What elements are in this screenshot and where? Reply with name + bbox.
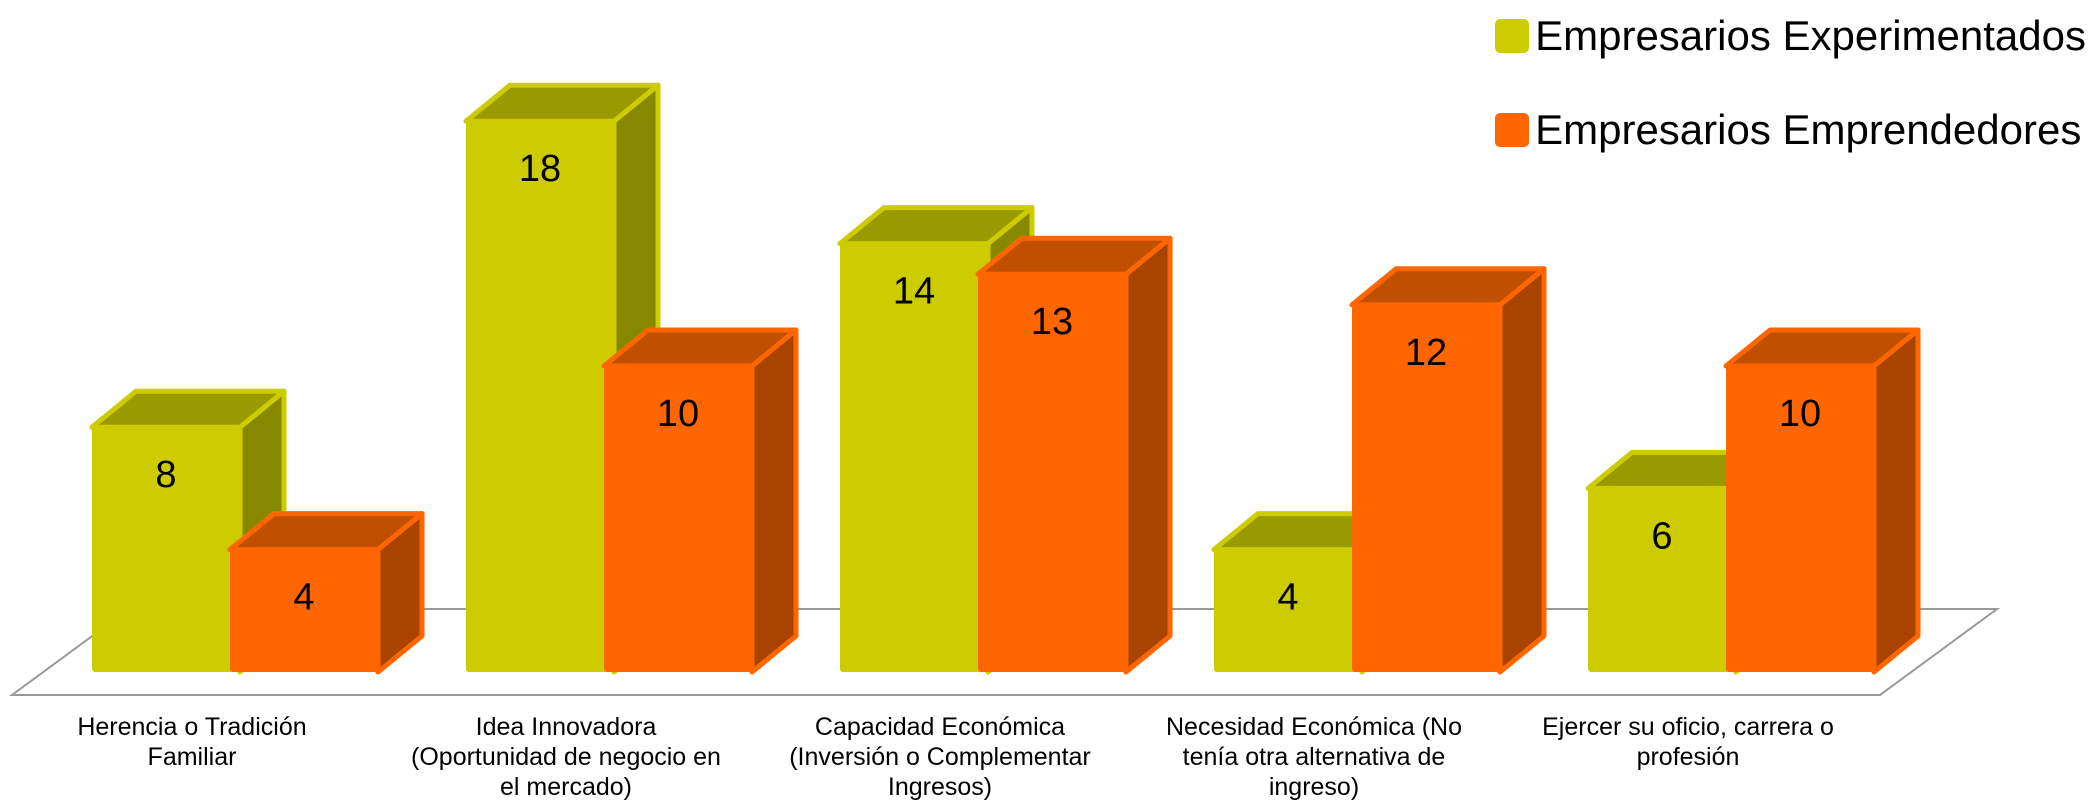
legend-swatch-emprendedores (1495, 113, 1530, 147)
data-label-experimentados-5: 6 (1651, 515, 1672, 557)
data-label-emprendedores-3: 13 (1031, 301, 1073, 343)
category-label-1-line-1: Herencia o Tradición (77, 713, 306, 741)
legend-label-experimentados: Empresarios Experimentados (1535, 12, 2086, 59)
data-label-emprendedores-5: 10 (1779, 393, 1821, 435)
bar-emprendedores-2: 10 (601, 327, 799, 675)
legend-label-emprendedores: Empresarios Emprendedores (1535, 106, 2082, 153)
bar-front-experimentados-2 (466, 121, 614, 672)
data-label-experimentados-1: 8 (155, 454, 176, 496)
bar-front-experimentados-4 (1214, 549, 1362, 672)
bar-front-experimentados-5 (1588, 488, 1736, 672)
category-label-1: Herencia o Tradición Familiar (77, 713, 306, 771)
category-label-3-line-2: (Inversión o Complementar (789, 743, 1091, 771)
bar-front-experimentados-1 (92, 427, 240, 672)
data-label-experimentados-3: 14 (893, 271, 935, 313)
bar-emprendedores-5: 10 (1723, 327, 1921, 675)
data-label-experimentados-4: 4 (1277, 577, 1298, 619)
bar-front-experimentados-3 (840, 243, 988, 672)
bar-emprendedores-1: 4 (227, 511, 425, 675)
category-label-2: Idea Innovadora (Oportunidad de negocio e… (411, 713, 721, 801)
category-label-2-line-3: el mercado) (500, 773, 632, 801)
category-label-3-line-3: Ingresos) (888, 773, 992, 801)
data-label-emprendedores-1: 4 (293, 577, 314, 619)
chart-floor (8, 608, 2001, 696)
legend-item-emprendedores: Empresarios Emprendedores (1495, 100, 2086, 160)
category-label-4: Necesidad Económica (No tenía otra altern… (1166, 713, 1462, 801)
bar-front-emprendedores-2 (604, 366, 752, 672)
category-label-4-line-3: ingreso) (1269, 773, 1359, 801)
bar-emprendedores-3: 13 (975, 235, 1173, 675)
bar-side-emprendedores-2 (749, 327, 799, 675)
category-label-5-line-2: profesión (1637, 743, 1740, 771)
category-label-2-line-1: Idea Innovadora (476, 713, 657, 741)
legend-swatch-experimentados (1495, 19, 1530, 53)
bar-emprendedores-4: 12 (1349, 266, 1547, 675)
bar-side-emprendedores-5 (1871, 327, 1921, 675)
category-label-4-line-2: tenía otra alternativa de (1183, 743, 1446, 771)
bars-group: 8 4 18 10 14 13 4 12 6 10 (89, 82, 1921, 675)
category-label-3: Capacidad Económica (Inversión o Compleme… (789, 713, 1091, 801)
bar-experimentados-2: 18 (463, 82, 661, 675)
category-label-1-line-2: Familiar (148, 743, 237, 771)
bar-front-emprendedores-1 (230, 549, 378, 672)
legend: Empresarios Experimentados Empresarios E… (1495, 6, 2086, 194)
bar-side-emprendedores-4 (1497, 266, 1547, 675)
bar-front-emprendedores-3 (978, 274, 1126, 672)
data-label-emprendedores-2: 10 (657, 393, 699, 435)
category-label-4-line-1: Necesidad Económica (No (1166, 713, 1462, 741)
legend-item-experimentados: Empresarios Experimentados (1495, 6, 2086, 66)
bar-side-emprendedores-3 (1123, 235, 1173, 675)
category-label-3-line-1: Capacidad Económica (815, 713, 1065, 741)
category-labels-group: Herencia o Tradición Familiar Idea Innovad… (77, 713, 1834, 801)
category-label-5: Ejercer su oficio, carrera o profesión (1542, 713, 1834, 771)
data-label-experimentados-2: 18 (519, 148, 561, 190)
category-label-2-line-2: (Oportunidad de negocio en (411, 743, 721, 771)
category-label-5-line-1: Ejercer su oficio, carrera o (1542, 713, 1834, 741)
bar-front-emprendedores-4 (1352, 304, 1500, 672)
data-label-emprendedores-4: 12 (1405, 332, 1447, 374)
bar-front-emprendedores-5 (1726, 366, 1874, 672)
